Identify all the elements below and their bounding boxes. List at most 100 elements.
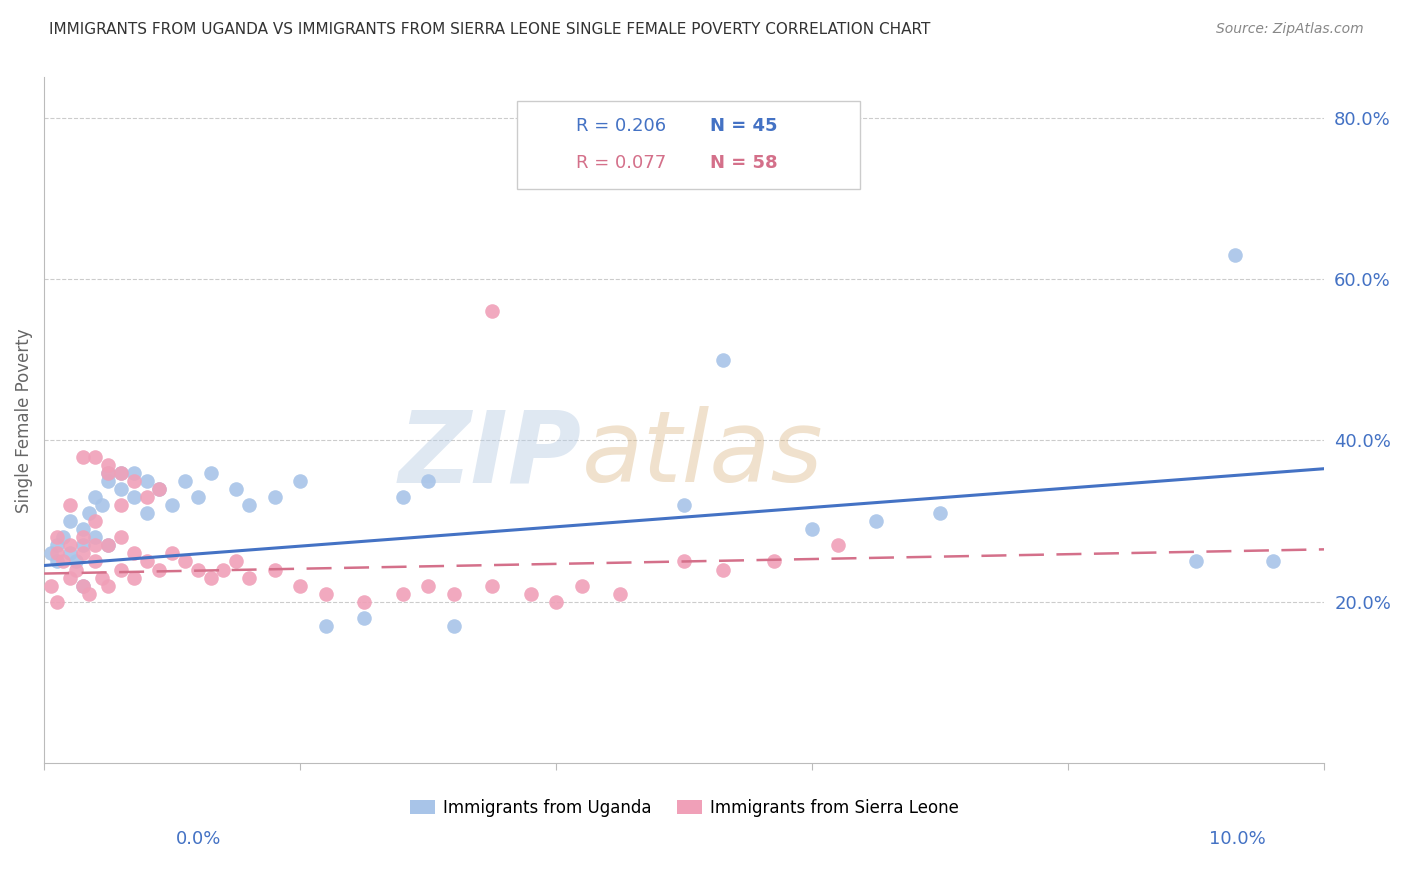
Point [39, 579, 62, 593]
Point [72, 450, 94, 464]
Point [97, 466, 120, 480]
Point [110, 466, 132, 480]
Point [801, 522, 824, 536]
Point [110, 466, 132, 480]
Point [45, 554, 67, 568]
Point [315, 587, 337, 601]
Point [72, 530, 94, 544]
Point [90, 498, 112, 512]
Text: IMMIGRANTS FROM UGANDA VS IMMIGRANTS FROM SIERRA LEONE SINGLE FEMALE POVERTY COR: IMMIGRANTS FROM UGANDA VS IMMIGRANTS FRO… [49, 22, 931, 37]
Point [174, 554, 197, 568]
Point [84, 538, 107, 552]
Point [122, 466, 145, 480]
Text: ZIP: ZIP [399, 406, 582, 503]
Point [45, 546, 67, 560]
Point [59, 571, 82, 585]
Point [45, 595, 67, 609]
Point [160, 546, 183, 560]
Point [110, 530, 132, 544]
Text: R = 0.077: R = 0.077 [576, 154, 666, 172]
Point [391, 490, 413, 504]
Point [263, 490, 285, 504]
Text: R = 0.206: R = 0.206 [576, 117, 666, 135]
Point [187, 490, 209, 504]
Point [122, 571, 145, 585]
Point [77, 506, 100, 520]
Point [135, 506, 157, 520]
Point [212, 562, 235, 576]
Point [148, 482, 170, 496]
Point [929, 506, 952, 520]
Point [238, 571, 260, 585]
Point [110, 482, 132, 496]
Point [65, 562, 87, 576]
Point [546, 595, 568, 609]
Point [519, 587, 541, 601]
Point [187, 562, 209, 576]
Point [148, 482, 170, 496]
Point [97, 538, 120, 552]
Point [288, 579, 311, 593]
Point [135, 474, 157, 488]
Point [72, 579, 94, 593]
Point [865, 514, 887, 528]
Point [238, 498, 260, 512]
Point [418, 579, 440, 593]
Point [481, 579, 503, 593]
Point [52, 530, 75, 544]
Point [443, 619, 465, 633]
Point [72, 546, 94, 560]
Point [160, 498, 183, 512]
Point [353, 611, 375, 625]
Point [84, 530, 107, 544]
Point [174, 474, 197, 488]
Point [72, 579, 94, 593]
Point [59, 538, 82, 552]
Point [481, 304, 503, 318]
Point [97, 579, 120, 593]
Point [762, 554, 785, 568]
Point [97, 474, 120, 488]
Point [110, 498, 132, 512]
Point [443, 587, 465, 601]
Text: N = 58: N = 58 [710, 154, 778, 172]
Point [711, 562, 734, 576]
Point [288, 474, 311, 488]
Point [72, 522, 94, 536]
Point [135, 554, 157, 568]
Y-axis label: Single Female Poverty: Single Female Poverty [15, 328, 32, 513]
Point [122, 490, 145, 504]
Point [1185, 554, 1208, 568]
Point [353, 595, 375, 609]
Point [72, 538, 94, 552]
Point [45, 538, 67, 552]
Point [148, 562, 170, 576]
Point [77, 587, 100, 601]
Point [59, 546, 82, 560]
Point [200, 571, 222, 585]
Point [673, 554, 696, 568]
Point [1263, 554, 1285, 568]
Point [39, 546, 62, 560]
Point [391, 587, 413, 601]
Point [225, 482, 247, 496]
Point [59, 514, 82, 528]
Point [827, 538, 849, 552]
Point [418, 474, 440, 488]
Point [571, 579, 593, 593]
Point [52, 554, 75, 568]
Point [122, 474, 145, 488]
Point [711, 352, 734, 367]
Point [1223, 248, 1246, 262]
Point [84, 490, 107, 504]
Point [97, 538, 120, 552]
Text: atlas: atlas [582, 406, 824, 503]
Point [84, 514, 107, 528]
Text: 10.0%: 10.0% [1209, 830, 1265, 847]
Text: Source: ZipAtlas.com: Source: ZipAtlas.com [1216, 22, 1364, 37]
Point [59, 498, 82, 512]
Point [97, 466, 120, 480]
Point [110, 562, 132, 576]
Text: 0.0%: 0.0% [176, 830, 221, 847]
Point [65, 554, 87, 568]
